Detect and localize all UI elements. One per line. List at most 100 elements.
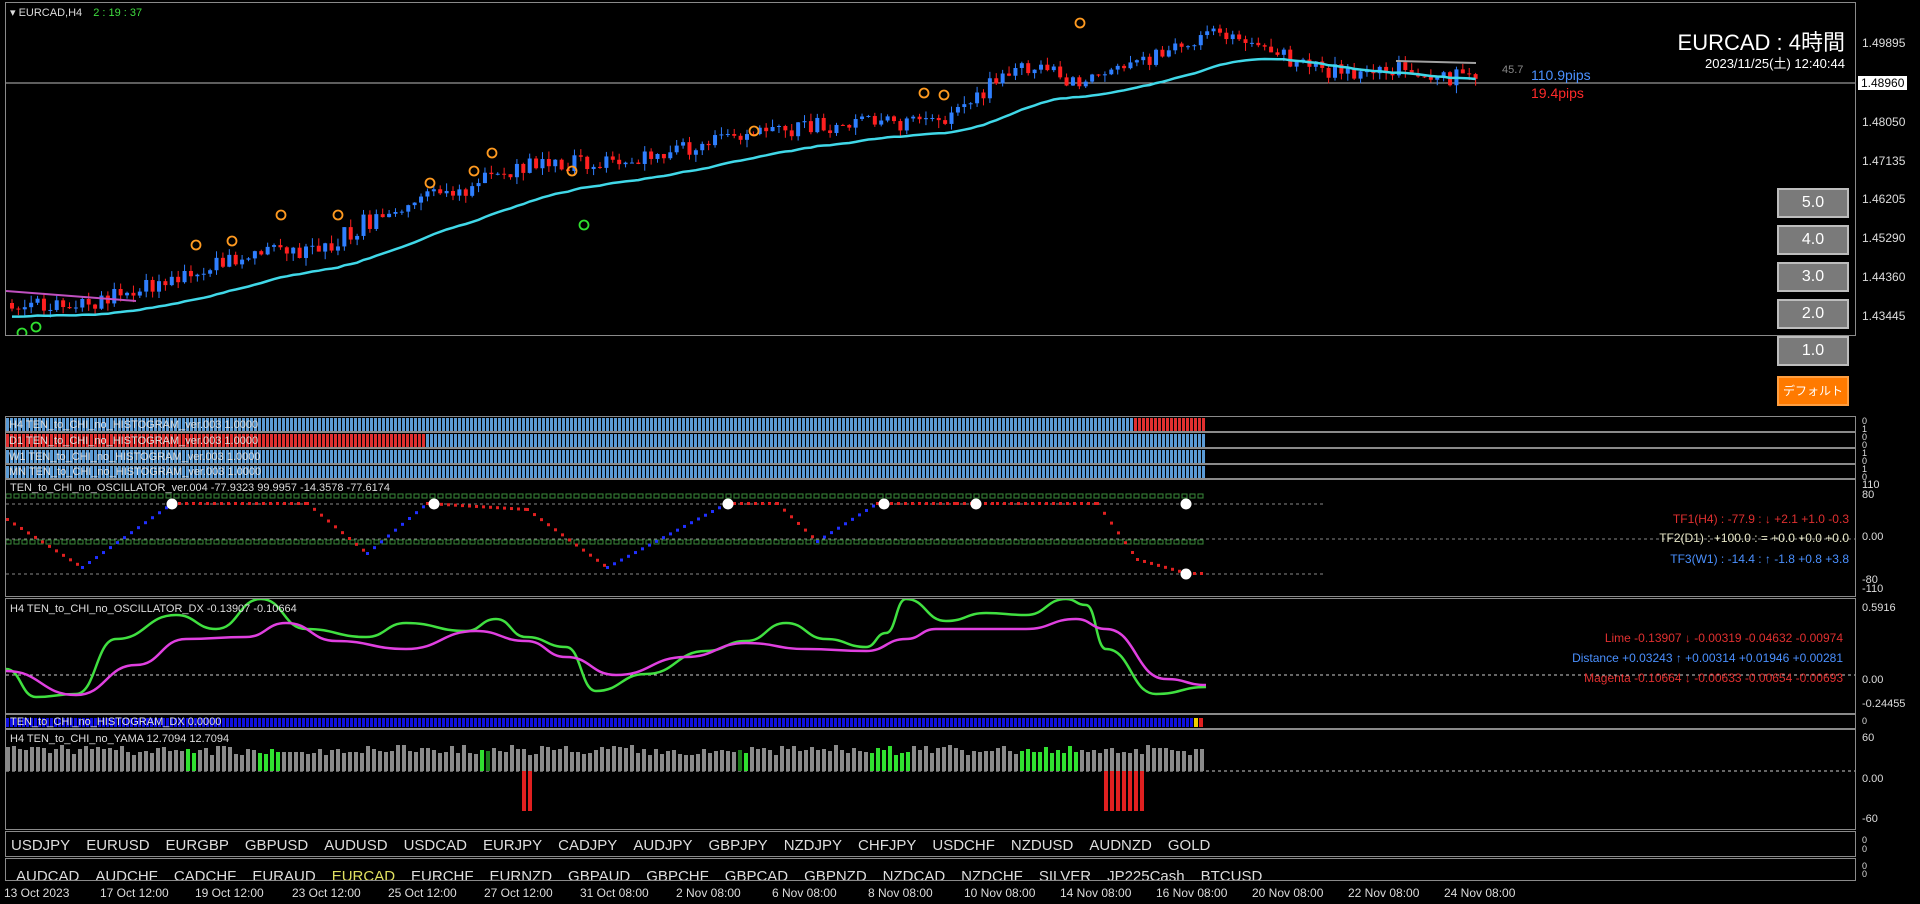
symbol-gbpcad[interactable]: GBPCAD — [724, 868, 789, 881]
histogram-pane-w1[interactable]: W1 TEN_to_CHI_no_HISTOGRAM_ver.003 1.000… — [5, 448, 1856, 464]
osc-band — [237, 493, 244, 499]
histogram-bar — [350, 418, 353, 431]
histogram-pane-d1[interactable]: D1 TEN_to_CHI_no_HISTOGRAM_ver.003 1.000… — [5, 432, 1856, 448]
scale-4-button[interactable]: 4.0 — [1777, 225, 1849, 255]
osc-band — [549, 493, 556, 499]
symbol-eurjpy[interactable]: EURJPY — [482, 837, 543, 854]
symbol-nzdjpy[interactable]: NZDJPY — [783, 837, 843, 854]
histogram-bar — [802, 466, 805, 478]
osc-band — [933, 539, 940, 545]
osc-band — [565, 493, 572, 499]
symbol-btcusd[interactable]: BTCUSD — [1200, 868, 1263, 881]
symbol-eurchf[interactable]: EURCHF — [411, 868, 474, 881]
symbol-gbpaud[interactable]: GBPAUD — [568, 868, 631, 881]
symbol-audjpy[interactable]: AUDJPY — [633, 837, 693, 854]
hdx-bar — [490, 718, 493, 727]
histogram-bar — [438, 450, 441, 463]
osc-band — [741, 539, 748, 545]
symbol-gbpusd[interactable]: GBPUSD — [244, 837, 309, 854]
symbol-audnzd[interactable]: AUDNZD — [1089, 837, 1152, 854]
histogram-bar — [834, 418, 837, 431]
candle-body — [987, 78, 992, 99]
histogram-pane-mn[interactable]: MN TEN_to_CHI_no_HISTOGRAM_ver.003 1.000… — [5, 464, 1856, 479]
symbol-nzdchf[interactable]: NZDCHF — [961, 868, 1023, 881]
oscillator-pane[interactable]: TEN_to_CHI_no_OSCILLATOR_ver.004 -77.932… — [5, 479, 1856, 597]
osc-band — [597, 493, 604, 499]
histogram-bar — [10, 466, 13, 478]
oscillator-dx-pane[interactable]: H4 TEN_to_CHI_no_OSCILLATOR_DX -0.13907 … — [5, 598, 1856, 714]
default-button[interactable]: デフォルト — [1777, 376, 1849, 406]
scale-3-button[interactable]: 3.0 — [1777, 262, 1849, 292]
symbol-bar-2[interactable]: AUDCAD AUDCHF CADCHF EURAUD EURCAD EURCHF EURN… — [5, 858, 1856, 881]
symbol-silver[interactable]: SILVER — [1038, 868, 1092, 881]
candle-body — [1333, 64, 1337, 78]
symbol-nzdcad[interactable]: NZDCAD — [882, 868, 946, 881]
histogram-bar — [410, 434, 413, 447]
osc-dot — [48, 544, 51, 548]
yama-bar — [168, 751, 172, 771]
histogram-pane-h4[interactable]: H4 TEN_to_CHI_no_HISTOGRAM_ver.003 1.000… — [5, 416, 1856, 432]
yama-bar-negative — [1134, 771, 1138, 811]
histogram-bar — [1078, 418, 1081, 431]
symbol-euraud[interactable]: EURAUD — [252, 868, 316, 881]
symbol-usdjpy[interactable]: USDJPY — [11, 837, 71, 854]
histogram-bar — [1046, 450, 1049, 463]
symbol-audchf[interactable]: AUDCHF — [95, 868, 158, 881]
symbol-gbpchf[interactable]: GBPCHF — [646, 868, 709, 881]
symbol-usdchf[interactable]: USDCHF — [932, 837, 995, 854]
histogram-bar — [382, 434, 385, 447]
candle-body — [840, 124, 845, 126]
histogram-bar — [590, 434, 593, 447]
yama-pane[interactable]: H4 TEN_to_CHI_no_YAMA 12.7094 12.7094 — [5, 729, 1856, 830]
candle-body — [1441, 72, 1446, 77]
histogram-bar — [962, 418, 965, 431]
symbol-usdcad[interactable]: USDCAD — [403, 837, 467, 854]
osc-band — [317, 493, 324, 499]
hdx-bar — [982, 718, 985, 727]
histogram-bar — [582, 418, 585, 431]
candle-body — [713, 135, 718, 146]
yama-bar — [480, 750, 484, 771]
osc-band — [813, 493, 820, 499]
hdx-bar — [134, 718, 137, 727]
histogram-bar — [222, 450, 225, 463]
histogram-bar — [1182, 466, 1185, 478]
osc-dot — [1117, 531, 1120, 535]
hdx-bar — [454, 718, 457, 727]
osc-dot — [596, 558, 599, 562]
osc-band — [101, 493, 108, 499]
scale-5-button[interactable]: 5.0 — [1777, 188, 1849, 218]
symbol-eurusd[interactable]: EURUSD — [86, 837, 150, 854]
symbol-audcad[interactable]: AUDCAD — [16, 868, 80, 881]
histogram-bar — [754, 450, 757, 463]
symbol-gold[interactable]: GOLD — [1167, 837, 1211, 854]
histogram-bar — [1066, 418, 1069, 431]
symbol-jp225cash[interactable]: JP225Cash — [1107, 868, 1185, 881]
price-chart-pane[interactable]: ▾ EURCAD,H4 2 : 19 : 37 EURCAD : 4時間 202… — [5, 2, 1856, 336]
symbol-cadjpy[interactable]: CADJPY — [558, 837, 618, 854]
symbol-bar-1[interactable]: USDJPY EURUSD EURGBP GBPUSD AUDUSD USDCAD EURJ… — [5, 831, 1856, 857]
symbol-gbpnzd[interactable]: GBPNZD — [804, 868, 867, 881]
histogram-bar — [714, 434, 717, 447]
histogram-bar — [42, 434, 45, 447]
osc-band — [557, 493, 564, 499]
symbol-chfjpy[interactable]: CHFJPY — [858, 837, 917, 854]
scale-1-button[interactable]: 1.0 — [1777, 336, 1849, 366]
symbol-audusd[interactable]: AUDUSD — [324, 837, 388, 854]
symbol-gbpjpy[interactable]: GBPJPY — [708, 837, 768, 854]
osc-band — [197, 539, 204, 545]
symbol-cadchf[interactable]: CADCHF — [173, 868, 237, 881]
symbol-eurcad[interactable]: EURCAD — [331, 868, 396, 881]
candle-body — [534, 158, 539, 169]
hdx-bar — [442, 718, 445, 727]
hdx-bar — [494, 718, 497, 727]
histogram-bar — [62, 450, 65, 463]
osc-band — [461, 539, 468, 545]
symbol-eurnzd[interactable]: EURNZD — [489, 868, 553, 881]
symbol-eurgbp[interactable]: EURGBP — [165, 837, 229, 854]
hist-tick: 1 — [1862, 424, 1868, 434]
histogram-dx-pane[interactable]: TEN_to_CHI_no_HISTOGRAM_DX 0.0000 — [5, 714, 1856, 729]
symbol-nzdusd[interactable]: NZDUSD — [1010, 837, 1074, 854]
histogram-bar — [1194, 466, 1197, 478]
scale-2-button[interactable]: 2.0 — [1777, 299, 1849, 329]
